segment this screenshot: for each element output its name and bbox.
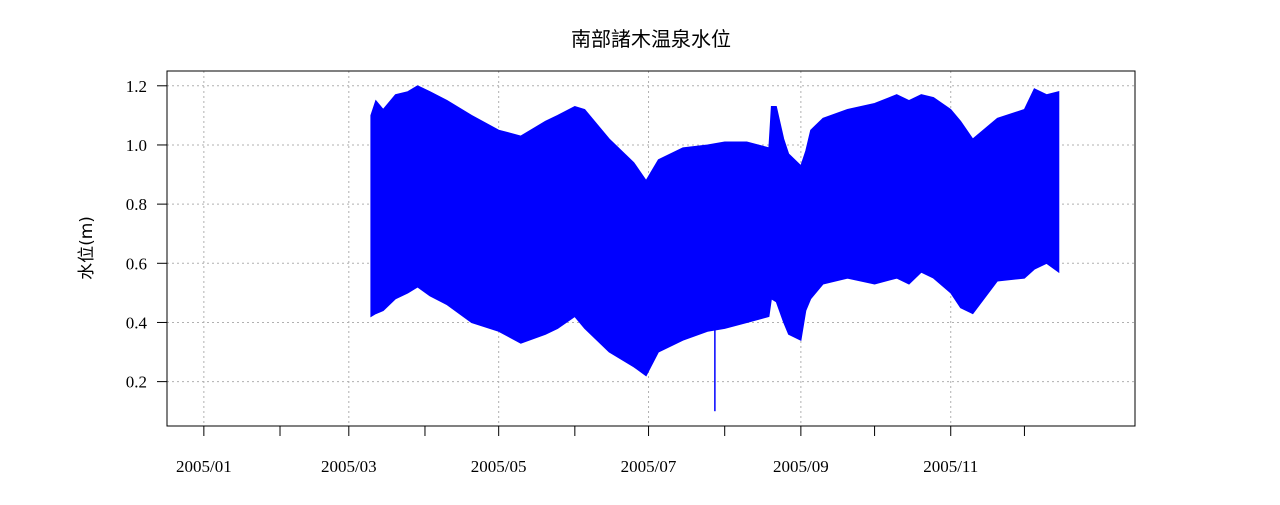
y-tick-label: 0.6 — [126, 254, 147, 273]
y-tick-label: 0.8 — [126, 195, 147, 214]
x-tick-label: 2005/09 — [773, 457, 829, 476]
water-level-band — [370, 85, 1060, 377]
x-tick-label: 2005/07 — [621, 457, 677, 476]
x-tick-label: 2005/03 — [321, 457, 377, 476]
axes: 2005/01 2005/03 2005/05 2005/07 2005/09 2005/… — [126, 77, 1025, 476]
x-tick-label: 2005/11 — [923, 457, 978, 476]
x-tick-label: 2005/05 — [471, 457, 527, 476]
y-tick-label: 0.2 — [126, 373, 147, 392]
y-tick-label: 1.2 — [126, 77, 147, 96]
data-series — [370, 85, 1060, 412]
chart-title: 南部諸木温泉水位 — [571, 27, 731, 51]
x-tick-label: 2005/01 — [176, 457, 232, 476]
plot-frame — [166, 70, 1136, 427]
y-tick-label: 0.4 — [126, 313, 148, 332]
y-axis-label: 水位(m) — [77, 216, 97, 280]
y-tick-label: 1.0 — [126, 136, 147, 155]
